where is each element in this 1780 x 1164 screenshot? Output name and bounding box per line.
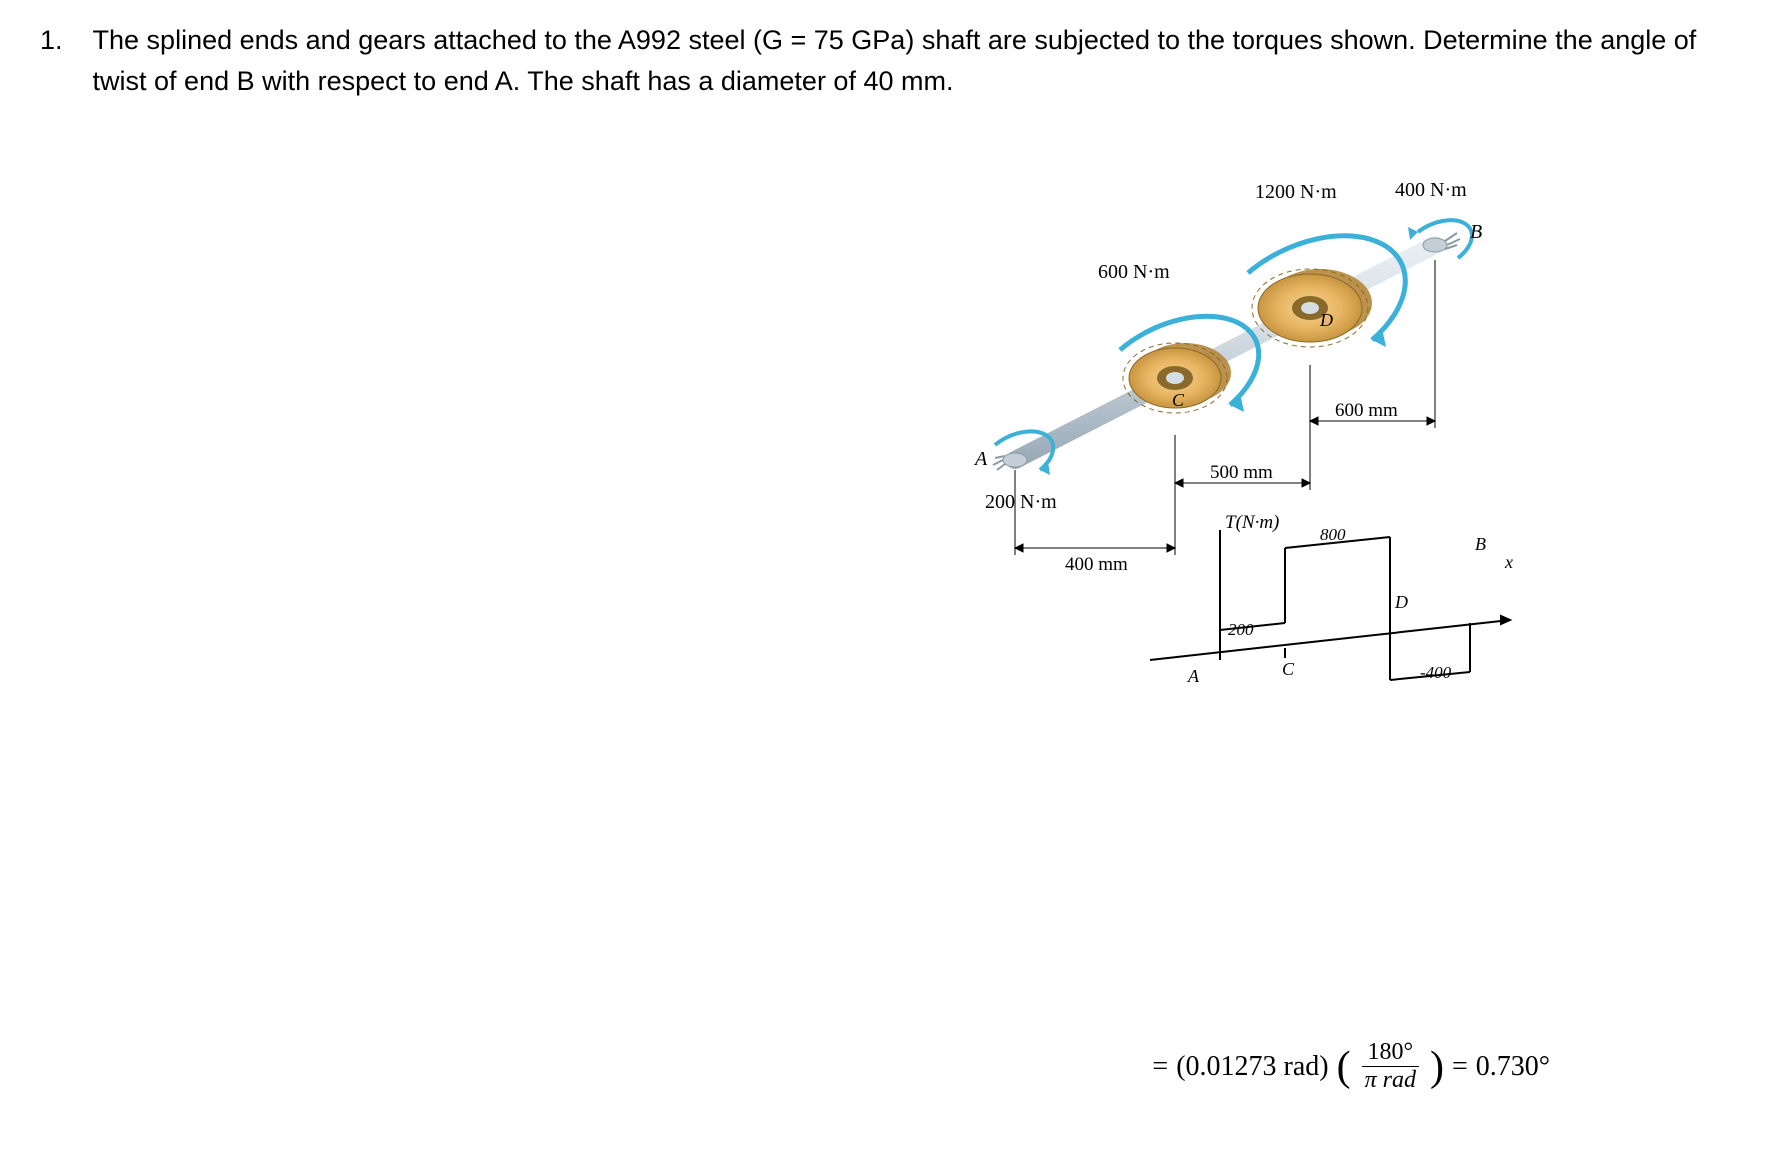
torque-b-label: 400 N·m bbox=[1395, 179, 1467, 201]
shaft bbox=[993, 233, 1460, 470]
diagram-c: C bbox=[1282, 659, 1295, 679]
diagram-d: D bbox=[1394, 592, 1408, 612]
label-a: A bbox=[973, 448, 988, 470]
answer-rad: (0.01273 rad) bbox=[1176, 1051, 1328, 1083]
answer-deg: 0.730° bbox=[1476, 1051, 1550, 1083]
diagram-ylabel: T(N·m) bbox=[1225, 512, 1279, 533]
svg-text:D: D bbox=[1319, 310, 1333, 330]
fraction-numerator: 180° bbox=[1362, 1039, 1420, 1067]
paren-left: ( bbox=[1337, 1043, 1351, 1091]
torque-a-label: 200 N·m bbox=[985, 491, 1057, 513]
torque-c-label: 600 N·m bbox=[1098, 261, 1170, 283]
diagram-x: x bbox=[1504, 552, 1513, 572]
label-b: B bbox=[1470, 221, 1482, 243]
problem-number: 1. bbox=[40, 20, 63, 61]
diagram-val-ac: 200 bbox=[1228, 620, 1254, 639]
problem-statement: 1. The splined ends and gears attached t… bbox=[40, 20, 1740, 101]
diagram-val-db: -400 bbox=[1420, 663, 1452, 682]
answer-equals: = bbox=[1452, 1051, 1468, 1083]
fraction-denominator: π rad bbox=[1359, 1067, 1422, 1094]
diagram-a: A bbox=[1187, 666, 1200, 686]
paren-right: ) bbox=[1430, 1043, 1444, 1091]
dim-cd: 500 mm bbox=[1210, 462, 1273, 483]
torque-d-label: 1200 N·m bbox=[1255, 181, 1337, 203]
final-answer: = (0.01273 rad) ( 180° π rad ) = 0.730° bbox=[1152, 1039, 1550, 1094]
diagram-val-cd: 800 bbox=[1320, 525, 1346, 544]
answer-fraction: 180° π rad bbox=[1359, 1039, 1422, 1094]
dim-ac: 400 mm bbox=[1065, 554, 1128, 575]
answer-prefix: = bbox=[1152, 1051, 1168, 1083]
torque-diagram: T(N·m) 200 800 -400 A C D B x bbox=[1130, 510, 1530, 730]
diagram-b: B bbox=[1475, 534, 1486, 554]
svg-text:C: C bbox=[1172, 390, 1185, 410]
problem-text: The splined ends and gears attached to t… bbox=[93, 20, 1740, 101]
dim-db: 600 mm bbox=[1335, 400, 1398, 421]
